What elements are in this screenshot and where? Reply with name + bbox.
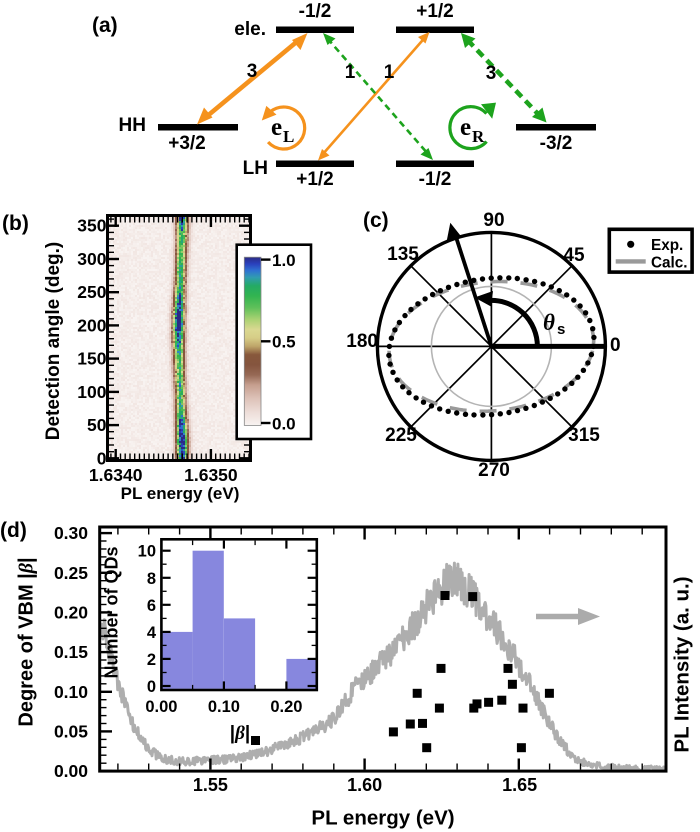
svg-text:ele.: ele.: [234, 19, 266, 40]
svg-text:0.0: 0.0: [272, 415, 296, 434]
svg-text:1.65: 1.65: [502, 775, 537, 795]
svg-text:0: 0: [610, 335, 621, 356]
svg-text:8: 8: [147, 570, 156, 588]
svg-text:50: 50: [87, 415, 107, 435]
svg-text:1: 1: [384, 62, 395, 83]
svg-text:θ: θ: [543, 310, 555, 335]
svg-text:4: 4: [147, 624, 157, 642]
svg-text:1.6340: 1.6340: [89, 465, 143, 485]
svg-text:3: 3: [486, 63, 497, 84]
svg-text:0.15: 0.15: [54, 642, 88, 662]
svg-text:3: 3: [247, 61, 258, 82]
svg-text:0: 0: [147, 678, 156, 696]
svg-text:e: e: [271, 114, 282, 141]
svg-text:135: 135: [387, 244, 419, 265]
svg-text:HH: HH: [119, 115, 146, 136]
svg-text:-3/2: -3/2: [540, 133, 573, 154]
svg-text:1.55: 1.55: [193, 775, 228, 795]
svg-text:90: 90: [483, 210, 504, 231]
svg-text:0.20: 0.20: [270, 698, 302, 716]
svg-text:-1/2: -1/2: [419, 169, 452, 190]
svg-text:0.10: 0.10: [54, 682, 88, 702]
svg-text:350: 350: [77, 216, 106, 236]
svg-text:L: L: [283, 127, 294, 146]
svg-text:(b): (b): [2, 212, 29, 235]
svg-text:-1/2: -1/2: [299, 1, 332, 22]
svg-text:LH: LH: [243, 158, 268, 179]
svg-text:1: 1: [345, 62, 356, 83]
svg-text:Number of QDs: Number of QDs: [102, 546, 122, 678]
svg-text:Calc.: Calc.: [651, 255, 688, 272]
svg-text:225: 225: [385, 425, 417, 446]
svg-text:0.10: 0.10: [208, 698, 240, 716]
svg-text:2: 2: [147, 651, 156, 669]
svg-text:100: 100: [77, 382, 106, 402]
svg-text:s: s: [557, 321, 565, 338]
svg-text:180: 180: [346, 331, 378, 352]
svg-text:(c): (c): [363, 209, 389, 232]
svg-text:0.25: 0.25: [54, 563, 88, 583]
svg-text:0.5: 0.5: [272, 333, 296, 352]
svg-text:1.6350: 1.6350: [184, 465, 238, 485]
svg-text:10: 10: [138, 543, 156, 561]
svg-text:+1/2: +1/2: [296, 169, 334, 190]
svg-text:1.0: 1.0: [272, 251, 296, 270]
svg-text:PL energy (eV): PL energy (eV): [121, 484, 240, 503]
svg-text:PL energy (eV): PL energy (eV): [311, 807, 454, 830]
svg-text:0.00: 0.00: [54, 761, 88, 781]
svg-text:+3/2: +3/2: [168, 133, 206, 154]
svg-text:Degree of VBM |β|: Degree of VBM |β|: [16, 557, 38, 726]
svg-text:0: 0: [97, 448, 107, 468]
svg-text:(d): (d): [0, 519, 27, 542]
svg-text:0.00: 0.00: [145, 698, 177, 716]
svg-text:45: 45: [563, 245, 585, 266]
svg-text:200: 200: [77, 315, 106, 335]
svg-text:+1/2: +1/2: [416, 1, 454, 22]
svg-text:0.20: 0.20: [54, 602, 88, 622]
svg-text:Exp.: Exp.: [651, 237, 683, 254]
svg-text:R: R: [472, 127, 485, 146]
svg-text:6: 6: [147, 597, 156, 615]
svg-text:0.05: 0.05: [54, 721, 88, 741]
svg-text:Detection angle (deg.): Detection angle (deg.): [43, 242, 64, 440]
svg-text:|β|: |β|: [230, 723, 250, 744]
svg-text:300: 300: [77, 249, 106, 269]
svg-text:0.30: 0.30: [54, 523, 88, 543]
svg-text:PL Intensity (a. u.): PL Intensity (a. u.): [671, 576, 694, 752]
svg-text:150: 150: [77, 349, 106, 369]
svg-text:1.60: 1.60: [347, 775, 382, 795]
svg-text:(a): (a): [92, 14, 118, 37]
svg-text:250: 250: [77, 282, 106, 302]
svg-text:315: 315: [568, 425, 600, 446]
svg-text:270: 270: [478, 460, 510, 481]
svg-text:e: e: [460, 114, 471, 141]
